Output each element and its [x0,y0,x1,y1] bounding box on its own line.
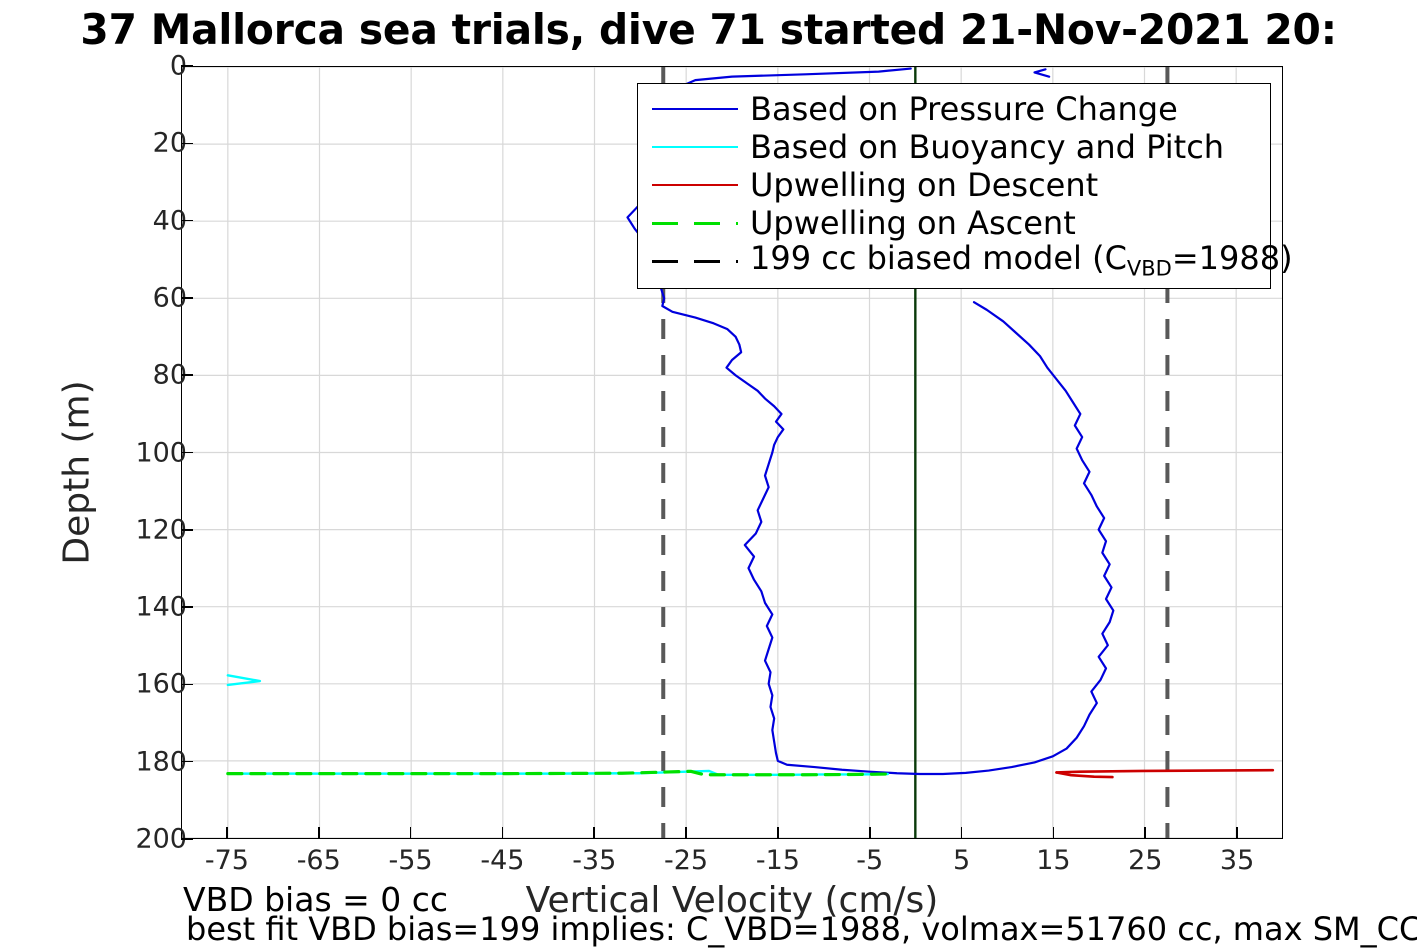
legend-item[interactable]: 199 cc biased model (CVBD=1988) [638,242,1293,280]
x-tick-mark [409,827,412,839]
legend: Based on Pressure Change Based on Buoyanc… [637,83,1293,289]
data-layer [182,67,1282,838]
y-tick-mark [181,374,193,376]
y-tick-mark [181,297,193,299]
y-tick-label: 160 [135,668,187,700]
y-axis-label: Depth (m) [56,380,98,565]
legend-item[interactable]: Upwelling on Descent [638,166,1270,204]
y-tick-label: 140 [135,591,187,623]
legend-item-label: Based on Buoyancy and Pitch [750,128,1225,166]
legend-item-label: Upwelling on Ascent [750,204,1076,242]
y-tick-mark [181,451,193,454]
legend-line-swatch [652,166,738,204]
x-tick-label: -5 [856,845,884,876]
y-tick-label: 100 [135,437,187,468]
best-fit-annotation: best fit VBD bias=199 implies: C_VBD=198… [186,910,1417,948]
y-tick-mark [181,142,193,145]
y-tick-label: 200 [135,823,187,855]
x-tick-label: -65 [296,845,341,876]
x-tick-label: -45 [480,845,525,876]
x-tick-mark [593,827,596,839]
x-tick-label: -25 [664,845,709,876]
x-axis-label: Vertical Velocity (cm/s) [525,880,939,921]
x-tick-label: -35 [572,845,617,876]
y-tick-mark [181,838,193,840]
y-tick-label: 0 [169,50,187,82]
x-tick-label: -75 [204,845,249,876]
legend-item[interactable]: Based on Buoyancy and Pitch [638,128,1270,166]
y-tick-mark [181,760,193,763]
x-tick-label: 5 [952,845,971,876]
legend-item[interactable]: Based on Pressure Change [638,90,1270,128]
y-tick-label: 20 [152,127,187,159]
x-tick-label: 35 [1219,845,1255,876]
figure-title: 37 Mallorca sea trials, dive 71 started … [0,0,1417,58]
legend-line-swatch [652,204,738,242]
x-tick-mark [1144,827,1147,839]
legend-line-swatch [652,128,738,166]
x-tick-mark [685,827,687,839]
y-tick-mark [181,606,193,608]
x-tick-label: -55 [388,845,433,876]
x-tick-mark [1052,827,1055,839]
x-tick-mark [960,827,963,839]
legend-item[interactable]: Upwelling on Ascent [638,204,1270,242]
y-tick-label: 180 [135,746,187,778]
x-tick-label: 25 [1128,845,1163,876]
legend-line-swatch [652,90,738,128]
x-tick-mark [501,827,504,839]
figure-title-text: 37 Mallorca sea trials, dive 71 started … [80,4,1337,54]
y-tick-mark [181,529,193,531]
legend-line-swatch [652,242,738,280]
y-tick-mark [181,219,193,222]
x-tick-mark [1236,827,1238,839]
y-tick-mark [181,683,193,686]
x-tick-mark [777,827,779,839]
x-tick-label: -15 [755,845,800,876]
vbd-bias-annotation: VBD bias = 0 cc [183,880,449,919]
legend-item-label: Based on Pressure Change [750,90,1178,128]
y-tick-label: 120 [135,514,187,546]
y-tick-mark [181,65,193,67]
x-tick-label: 15 [1036,845,1071,876]
legend-item-label: Upwelling on Descent [750,166,1099,204]
x-tick-mark [226,827,228,839]
x-tick-mark [868,827,871,839]
legend-item-label: 199 cc biased model (CVBD=1988) [750,239,1293,281]
x-tick-mark [317,827,320,839]
